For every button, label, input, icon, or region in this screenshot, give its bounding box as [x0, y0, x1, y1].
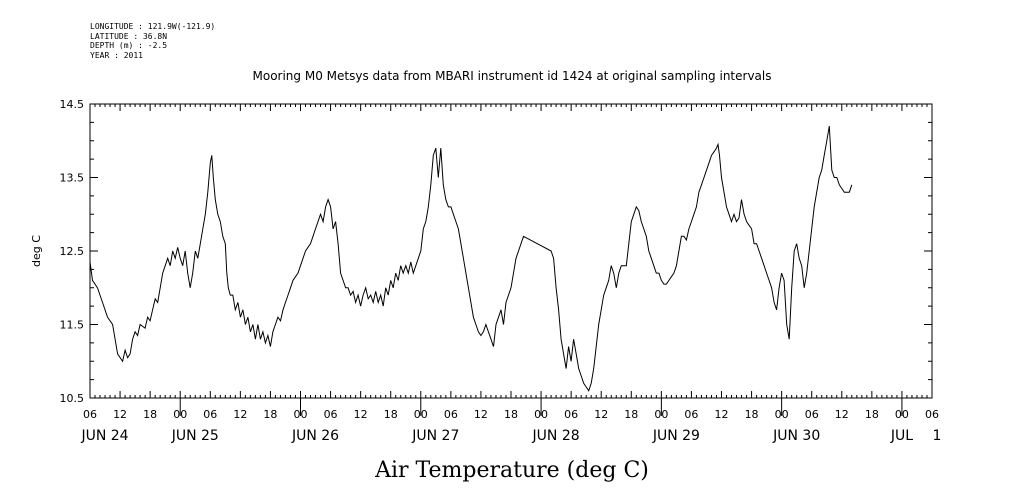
- x-tick-label: 12: [113, 408, 127, 421]
- date-label: JUN 26: [291, 428, 339, 444]
- x-tick-label: 00: [414, 408, 428, 421]
- x-tick-label: 00: [775, 408, 789, 421]
- footer-title: Air Temperature (deg C): [374, 458, 649, 483]
- x-tick-label: 12: [354, 408, 368, 421]
- x-tick-label: 06: [805, 408, 819, 421]
- meta-latitude: LATITUDE : 36.8N: [90, 31, 168, 41]
- date-label: JUN 29: [652, 428, 700, 444]
- date-label: JUN 30: [772, 428, 820, 444]
- x-tick-label: 00: [895, 408, 909, 421]
- x-tick-label: 12: [835, 408, 849, 421]
- date-label: JUN 25: [171, 428, 219, 444]
- plot-frame: [89, 103, 933, 399]
- meta-year: YEAR : 2011: [90, 50, 143, 60]
- x-tick-label: 18: [384, 408, 398, 421]
- x-tick-label: 12: [474, 408, 488, 421]
- meta-longitude: LONGITUDE : 121.9W(-121.9): [90, 22, 216, 31]
- y-tick-label: 11.5: [60, 319, 85, 332]
- series-line-air-temperature: [89, 126, 853, 392]
- y-tick-labels: 10.5 11.5 12.5 13.5 14.5: [60, 98, 85, 405]
- x-tick-label: 00: [534, 408, 548, 421]
- x-tick-label: 06: [925, 408, 939, 421]
- x-tick-label: 06: [83, 408, 97, 421]
- axis-ticks: [89, 103, 933, 416]
- x-tick-label: 06: [564, 408, 578, 421]
- x-tick-label: 00: [654, 408, 668, 421]
- x-tick-label: 18: [624, 408, 638, 421]
- meta-depth: DEPTH (m) : -2.5: [90, 41, 168, 50]
- date-label: 1: [933, 428, 942, 444]
- x-tick-label: 00: [173, 408, 187, 421]
- y-tick-label: 14.5: [60, 98, 85, 111]
- y-tick-label: 10.5: [60, 392, 85, 405]
- x-tick-label: 18: [865, 408, 879, 421]
- x-tick-label: 06: [203, 408, 217, 421]
- y-tick-label: 13.5: [60, 172, 85, 185]
- station-metadata: LONGITUDE : 121.9W(-121.9) LATITUDE : 36…: [90, 22, 215, 60]
- x-tick-label: 18: [504, 408, 518, 421]
- chart-title: Mooring M0 Metsys data from MBARI instru…: [253, 69, 772, 83]
- x-tick-labels: 06 12 18 00 06 12 18 00 06 12 18 00 06 12 18 00 06 12 18 00…: [83, 408, 939, 421]
- x-tick-label: 00: [294, 408, 308, 421]
- x-tick-label: 06: [324, 408, 338, 421]
- date-label: JUN 24: [80, 428, 128, 444]
- x-tick-label: 06: [444, 408, 458, 421]
- x-tick-label: 06: [684, 408, 698, 421]
- y-tick-label: 12.5: [60, 245, 85, 258]
- date-label: JUN 28: [532, 428, 580, 444]
- date-label: JUL: [890, 428, 913, 444]
- x-tick-label: 12: [715, 408, 729, 421]
- x-tick-label: 12: [233, 408, 247, 421]
- x-tick-label: 12: [594, 408, 608, 421]
- y-axis-label: deg C: [30, 235, 43, 267]
- x-tick-label: 18: [263, 408, 277, 421]
- x-tick-label: 18: [745, 408, 759, 421]
- date-label: JUN 27: [411, 428, 459, 444]
- x-tick-label: 18: [143, 408, 157, 421]
- date-labels: JUN 24 JUN 25 JUN 26 JUN 27 JUN 28 JUN 29 JUN …: [80, 428, 941, 444]
